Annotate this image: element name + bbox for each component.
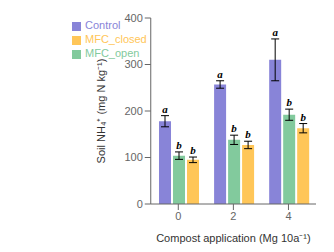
svg-text:4: 4 [285, 210, 291, 222]
svg-text:0: 0 [137, 198, 143, 210]
svg-text:b: b [190, 144, 196, 156]
svg-text:a: a [272, 26, 278, 38]
html-text:MFC_open: MFC_open [85, 47, 140, 59]
svg-text:b: b [286, 96, 292, 108]
html-text:MFC_closed: MFC_closed [85, 33, 147, 45]
svg-text:Soil NH₄⁺ (mg N kg⁻¹): Soil NH₄⁺ (mg N kg⁻¹) [95, 59, 107, 164]
svg-text:b: b [245, 128, 251, 140]
svg-text:100: 100 [124, 151, 142, 163]
svg-text:300: 300 [124, 58, 142, 70]
svg-text:b: b [300, 111, 306, 123]
html-text:Control: Control [85, 19, 121, 31]
svg-text:2: 2 [230, 210, 236, 222]
svg-text:b: b [176, 139, 182, 151]
svg-text:b: b [231, 122, 237, 134]
svg-text:0: 0 [175, 210, 181, 222]
svg-text:400: 400 [124, 12, 142, 24]
svg-text:a: a [162, 103, 168, 115]
svg-text:200: 200 [124, 105, 142, 117]
svg-text:a: a [217, 68, 223, 80]
svg-text:Compost application (Mg 10a⁻¹): Compost application (Mg 10a⁻¹) [156, 232, 310, 244]
